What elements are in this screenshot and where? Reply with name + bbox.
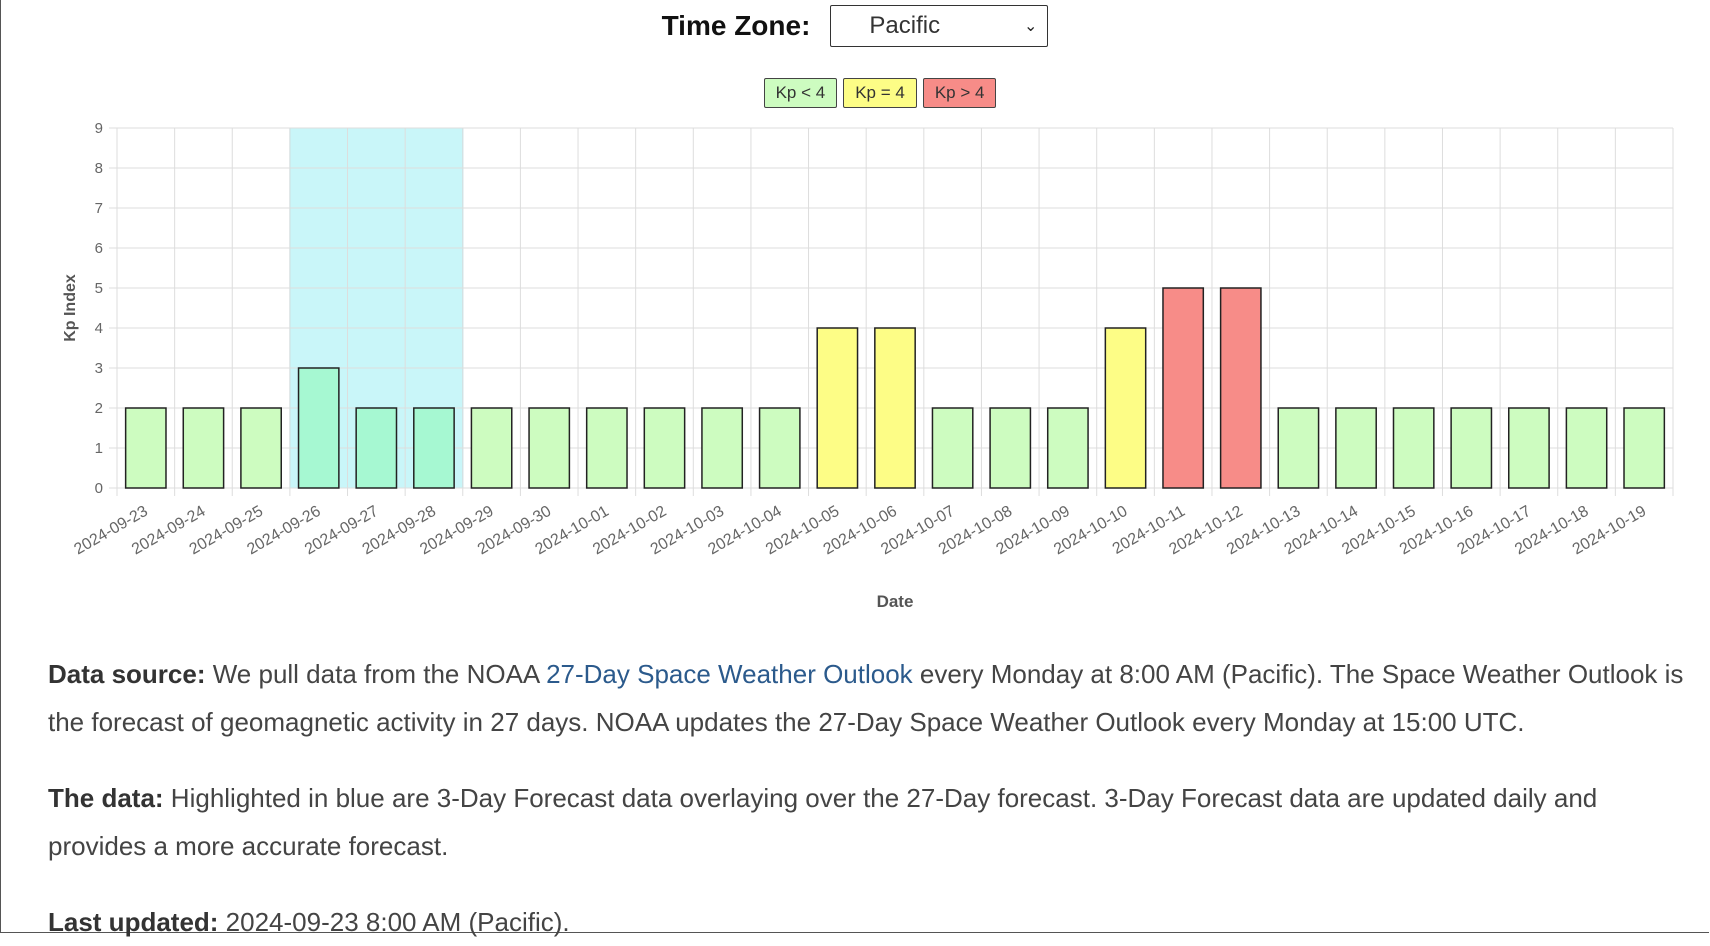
the-data-paragraph: The data: Highlighted in blue are 3-Day … [48,774,1688,870]
kp-bar-chart: 01234567892024-09-232024-09-242024-09-25… [62,120,1674,611]
timezone-row: Time Zone: Pacific ⌄ [0,4,1710,48]
the-data-label: The data: [48,783,164,813]
data-source-text-pre: We pull data from the NOAA [205,659,547,689]
y-axis-title: Kp Index [62,274,79,342]
bar-2024-10-18 [1565,407,1608,489]
y-tick-label: 5 [95,280,103,297]
data-source-text-post: every Monday at 8:00 AM (Pacific). The S… [48,659,1684,737]
y-tick-label: 2 [95,400,103,417]
space-weather-outlook-link[interactable]: 27-Day Space Weather Outlook [546,659,913,689]
bar-2024-09-29 [470,407,513,489]
timezone-selected-value: Pacific [869,12,941,39]
last-updated-paragraph: Last updated: 2024-09-23 8:00 AM (Pacifi… [48,898,1688,946]
bar-2024-10-07 [931,407,974,489]
bar-2024-10-05 [816,327,859,489]
y-tick-label: 3 [95,360,103,377]
timezone-label: Time Zone: [661,10,811,41]
y-tick-label: 6 [95,240,103,257]
legend-item-mid[interactable]: Kp = 4 [843,78,917,108]
timezone-select[interactable]: Pacific ⌄ [830,5,1049,47]
bar-2024-10-10 [1104,327,1147,489]
chevron-down-icon: ⌄ [1024,18,1038,35]
bar-2024-10-19 [1623,407,1666,489]
bar-2024-10-12 [1219,287,1262,489]
bar-2024-09-28 [413,407,455,489]
y-tick-label: 4 [95,320,103,337]
bar-2024-10-11 [1162,287,1205,489]
chart-legend: Kp < 4 Kp = 4 Kp > 4 [0,78,1710,108]
the-data-text: Highlighted in blue are 3-Day Forecast d… [48,783,1598,861]
bar-2024-09-25 [240,407,282,489]
legend-item-low[interactable]: Kp < 4 [763,78,838,108]
bar-2024-09-26 [297,367,340,489]
y-tick-label: 1 [95,440,103,457]
bar-2024-10-17 [1508,407,1550,489]
bar-2024-10-04 [758,407,801,489]
last-updated-label: Last updated: [48,907,219,937]
bar-2024-10-03 [701,407,744,489]
bar-2024-09-24 [182,407,225,489]
bar-2024-10-13 [1277,407,1320,489]
x-axis-title: Date [877,592,914,611]
bar-2024-10-09 [1046,407,1089,489]
y-tick-label: 9 [95,120,103,137]
bar-2024-09-27 [355,407,398,489]
bar-2024-09-23 [124,407,167,489]
bar-2024-10-02 [643,407,686,489]
legend-item-high[interactable]: Kp > 4 [922,78,997,108]
bar-2024-10-06 [874,327,916,489]
y-tick-label: 7 [95,200,103,217]
bar-2024-10-08 [989,407,1032,489]
last-updated-text: 2024-09-23 8:00 AM (Pacific). [218,907,570,937]
bar-2024-10-16 [1450,407,1493,489]
bar-2024-10-01 [585,407,628,489]
data-source-label: Data source: [48,659,206,689]
bar-2024-10-14 [1335,407,1377,489]
bar-2024-09-30 [528,407,571,489]
y-tick-label: 0 [95,480,103,497]
y-tick-label: 8 [95,160,103,177]
bar-2024-10-15 [1392,407,1435,489]
data-source-paragraph: Data source: We pull data from the NOAA … [48,650,1688,746]
